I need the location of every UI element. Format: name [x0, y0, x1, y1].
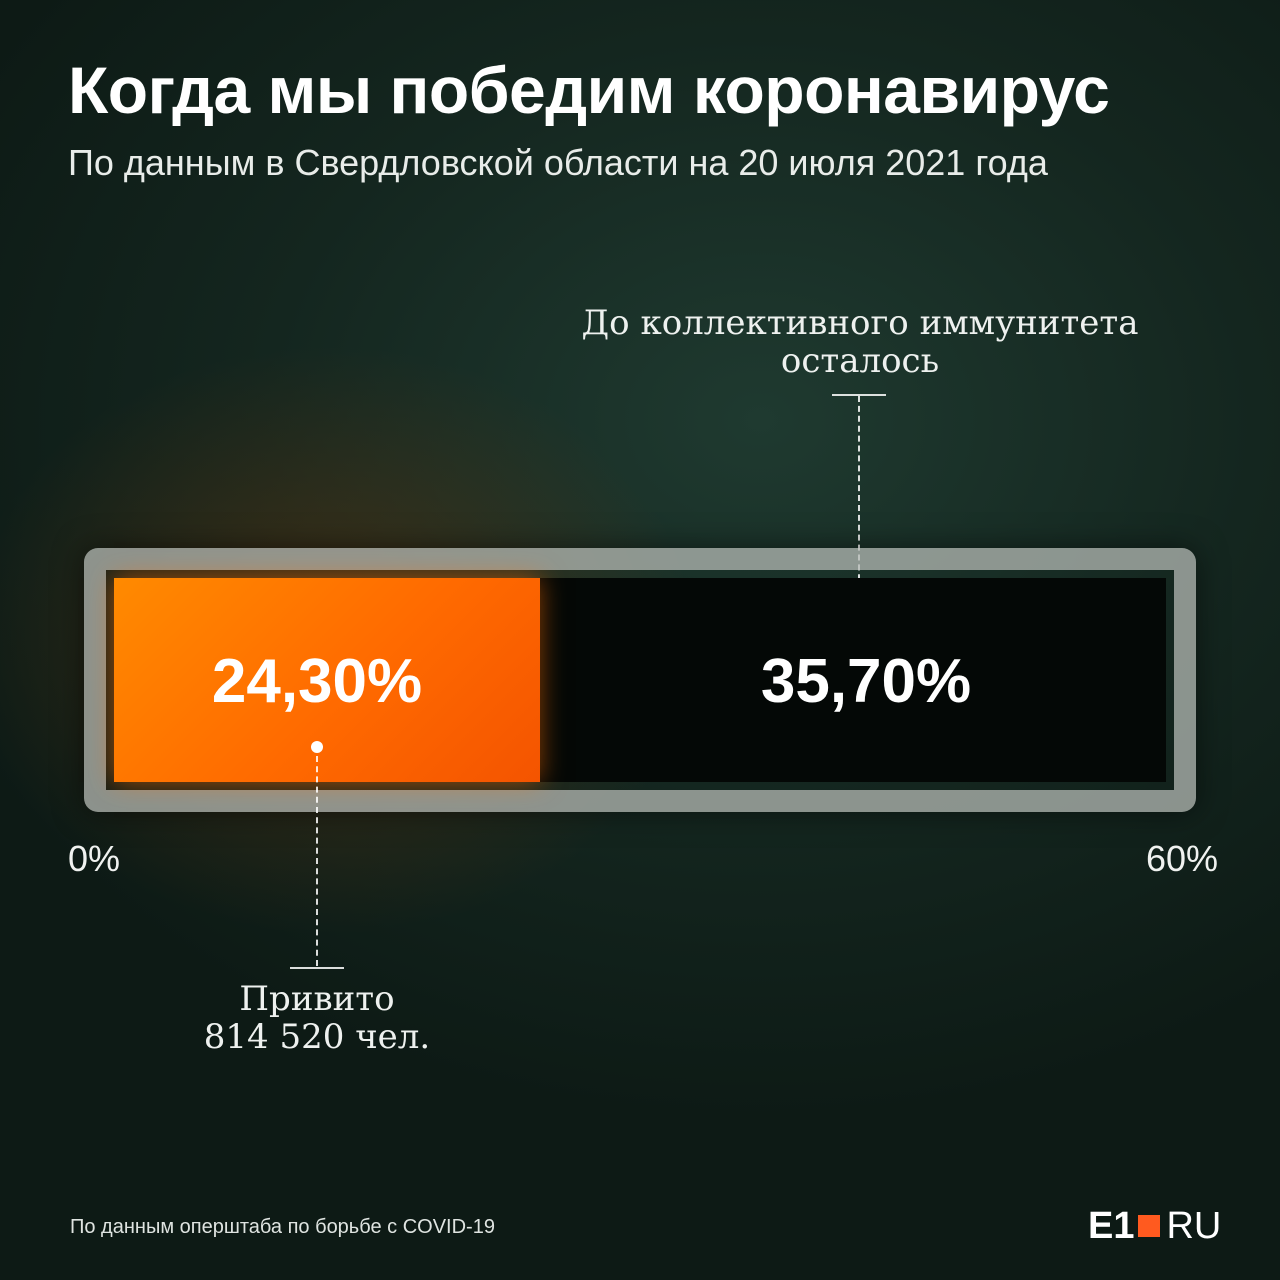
axis-max-label: 60%: [1146, 838, 1219, 879]
bar-track: [114, 578, 1166, 782]
vaccinated-bar: [114, 578, 541, 782]
logo-e1-text: E1: [1088, 1204, 1135, 1247]
e1-logo: E1 RU: [1088, 1204, 1222, 1247]
remaining-value-label: 35,70%: [760, 647, 972, 716]
remaining-annotation-line2: осталось: [780, 341, 940, 381]
vaccinated-annotation-line1: Привито: [239, 979, 395, 1019]
vaccinated-leader-line: [316, 756, 318, 966]
logo-ru-text: RU: [1166, 1204, 1222, 1247]
vaccinated-value-label: 24,30%: [211, 647, 423, 716]
remaining-annotation: До коллективного иммунитета осталось: [540, 304, 1180, 380]
bar-frame: [84, 548, 1196, 812]
axis-min-label: 0%: [68, 838, 121, 879]
remaining-leader-line: [858, 396, 860, 610]
vaccinated-annotation: Привито 814 520 чел.: [117, 980, 517, 1056]
logo-square-icon: [1138, 1215, 1161, 1237]
chart-title: Когда мы победим коронавирус: [68, 53, 1110, 127]
vaccinated-leader-dot: [311, 741, 323, 753]
vaccinated-annotation-line2: 814 520 чел.: [203, 1017, 431, 1057]
chart-subtitle: По данным в Свердловской области на 20 и…: [68, 142, 1048, 183]
remaining-leader-cap: [832, 394, 886, 396]
vaccinated-leader-cap: [290, 967, 344, 969]
remaining-annotation-line1: До коллективного иммунитета: [581, 303, 1139, 343]
source-note: По данным оперштаба по борьбе с COVID-19: [70, 1216, 495, 1238]
